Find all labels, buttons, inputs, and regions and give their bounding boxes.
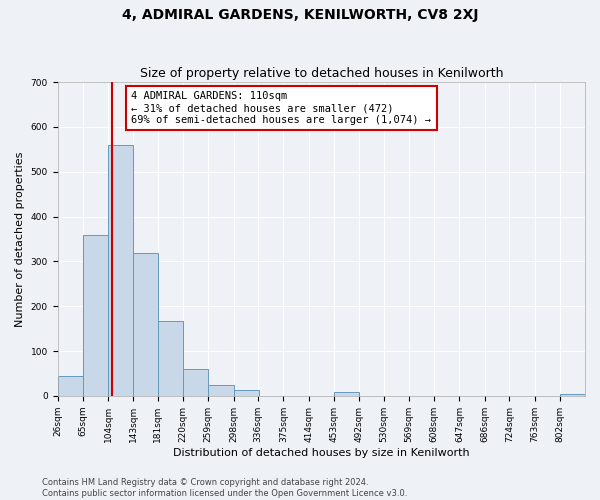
X-axis label: Distribution of detached houses by size in Kenilworth: Distribution of detached houses by size … [173, 448, 470, 458]
Bar [158, 320, 183, 396]
Bar [183, 369, 208, 396]
Bar [133, 254, 158, 396]
Bar [233, 390, 259, 396]
Bar [208, 384, 233, 396]
Bar [334, 392, 359, 396]
Text: 4 ADMIRAL GARDENS: 110sqm
← 31% of detached houses are smaller (472)
69% of semi: 4 ADMIRAL GARDENS: 110sqm ← 31% of detac… [131, 92, 431, 124]
Text: 4, ADMIRAL GARDENS, KENILWORTH, CV8 2XJ: 4, ADMIRAL GARDENS, KENILWORTH, CV8 2XJ [122, 8, 478, 22]
Title: Size of property relative to detached houses in Kenilworth: Size of property relative to detached ho… [140, 66, 503, 80]
Bar [58, 376, 83, 396]
Bar [83, 236, 108, 396]
Text: Contains HM Land Registry data © Crown copyright and database right 2024.
Contai: Contains HM Land Registry data © Crown c… [42, 478, 407, 498]
Bar [108, 145, 133, 396]
Y-axis label: Number of detached properties: Number of detached properties [15, 152, 25, 326]
Bar [560, 394, 585, 396]
